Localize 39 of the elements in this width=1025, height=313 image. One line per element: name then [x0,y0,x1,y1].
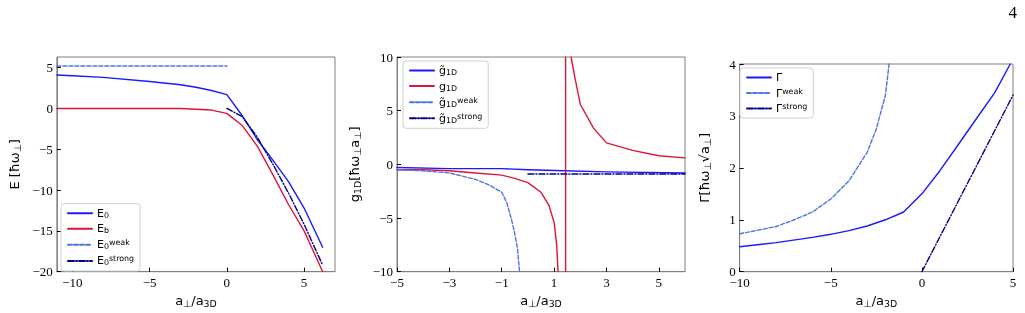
y-tick-label: 0 [386,156,393,172]
text: 4 [1008,3,1018,22]
y-tick-label: −20 [32,264,53,280]
y-tick-label: 2 [729,160,736,176]
y-tick-label: 0 [46,100,53,116]
line-series [738,63,890,235]
line-series [56,74,324,248]
y-tick-label: 4 [729,56,737,72]
x-tick-label: 3 [603,274,610,290]
y-tick-label: −10 [32,182,53,198]
y-tick-label: 1 [729,212,736,228]
y-tick-label: 3 [729,108,736,124]
x-tick-label: 1 [550,274,558,290]
y-tick-label: −10 [372,264,393,280]
y-tick-label: −5 [39,141,53,157]
x-tick-label: 5 [655,274,663,290]
line-series [56,107,324,273]
y-tick-label: −5 [379,210,393,226]
x-tick-label: −5 [142,274,157,290]
y-axis-title: g1D[ħω⊥a⊥] [347,126,363,203]
x-tick-label: −5 [823,274,838,290]
y-axis-title: E [ħω⊥] [7,139,23,190]
y-tick-label: 0 [729,264,736,280]
y-tick-label: 10 [380,49,393,65]
y-tick-label: 5 [46,60,53,76]
x-tick-label: −10 [62,274,83,290]
line-series [226,107,324,266]
x-tick-label: −1 [494,274,509,290]
y-tick-label: −15 [32,223,53,239]
x-tick-label: 0 [918,274,926,290]
x-tick-label: 5 [1009,274,1017,290]
line-series [396,169,521,273]
x-tick-label: 5 [300,274,308,290]
line-series [738,63,1011,248]
y-axis-title: Γ[ħω⊥√a⊥] [697,132,713,203]
y-tick-label: 5 [386,103,393,119]
legend-label: Γ [776,71,783,84]
x-tick-label: 0 [223,274,231,290]
x-tick-label: −3 [442,274,457,290]
